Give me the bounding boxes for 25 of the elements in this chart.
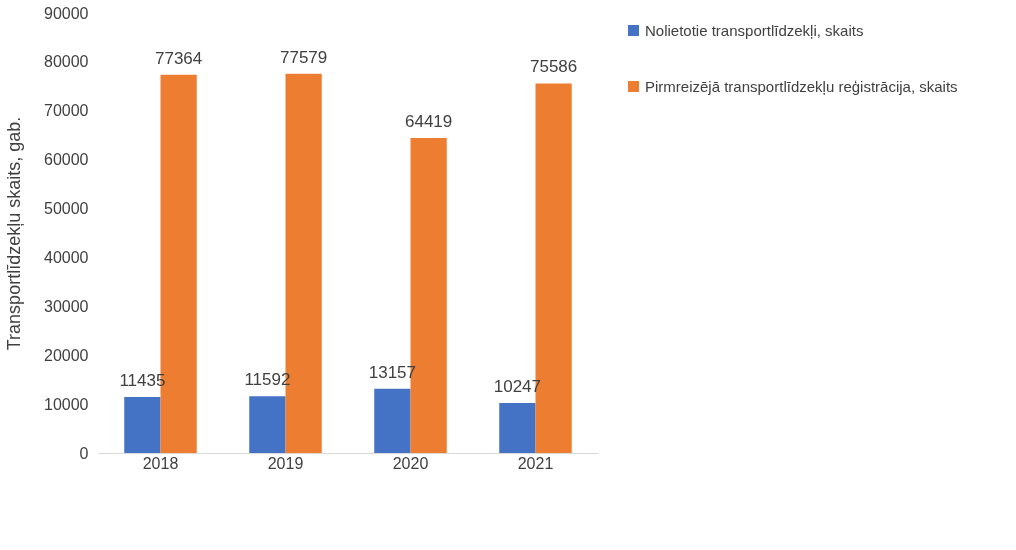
bar: [249, 396, 286, 453]
y-tick-label: 50000: [44, 200, 89, 218]
y-tick-label: 90000: [44, 4, 89, 22]
legend-label: Nolietotie transportlīdzekļi, skaits: [645, 21, 864, 39]
x-tick-label: 2021: [517, 454, 554, 472]
x-tick-label: 2019: [267, 454, 304, 472]
data-label: 77364: [154, 48, 203, 68]
y-tick-label: 0: [79, 444, 89, 462]
legend-label: Pirmreizējā transportlīdzekļu reģistrācija, skaits: [645, 77, 958, 95]
x-tick-label: 2018: [142, 454, 179, 472]
data-label: 64419: [404, 112, 453, 132]
y-tick-label: 20000: [44, 346, 89, 364]
y-tick-label: 70000: [44, 102, 89, 120]
data-label: 75586: [529, 57, 578, 77]
y-tick-label: 60000: [44, 151, 89, 169]
y-tick-label: 30000: [44, 297, 89, 315]
y-tick-label: 40000: [44, 248, 89, 266]
bar: [499, 402, 536, 453]
data-label: 77579: [279, 47, 328, 67]
bar: [374, 388, 411, 453]
y-tick-label: 10000: [44, 395, 89, 413]
bar: [124, 397, 161, 453]
y-axis-title: Transportlīdzekļu skaits, gab.: [4, 116, 25, 351]
x-tick-label: 2020: [392, 454, 429, 472]
y-tick-label: 80000: [44, 53, 89, 71]
